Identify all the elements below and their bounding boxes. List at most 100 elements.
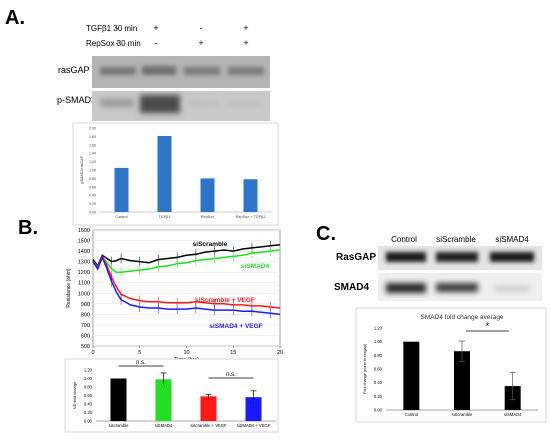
y-tick-label: 0.20 xyxy=(84,410,93,415)
x-tick-label: 10 xyxy=(183,350,189,356)
y-tick-label: 1.20 xyxy=(89,160,96,164)
treatment-1-sign: + xyxy=(243,23,248,33)
x-tick-label: 0 xyxy=(91,350,94,356)
y-axis-label: ND fold change xyxy=(72,381,77,409)
y-tick-label: 0.60 xyxy=(89,185,96,189)
y-tick-label: 1.20 xyxy=(374,326,383,331)
series-line xyxy=(92,244,281,268)
x-tick-label: siSMAD4 + VEGF xyxy=(237,423,271,428)
x-tick-label: TGFβ1 xyxy=(159,215,171,219)
y-tick-label: 0.40 xyxy=(89,194,96,198)
series-label: siScramble + VEGF xyxy=(195,297,255,304)
chart-b-line: 500 600 700 800 900 1000 1100 1200 1300 1400 1500 1… xyxy=(66,228,283,363)
blot-label-smad4: SMAD4 xyxy=(334,282,369,293)
x-tick-label: Control xyxy=(405,412,419,417)
blot-label-rasgap: rasGAP xyxy=(58,65,90,75)
panel-a-letter: A. xyxy=(5,7,25,29)
y-tick-label: 0.00 xyxy=(89,211,96,215)
y-tick-label: 1.20 xyxy=(84,368,93,373)
chart-c-bar: SMAD4 fold change average 0.00 0.20 0.40 0.6… xyxy=(355,307,547,423)
significance-label: n.s. xyxy=(136,360,146,366)
y-tick-label: 1.00 xyxy=(89,169,96,173)
y-tick-label: 0.60 xyxy=(84,393,93,398)
y-tick-label: 1300 xyxy=(78,260,90,266)
series-line xyxy=(92,255,281,316)
panel-b-letter: B. xyxy=(18,217,38,239)
bar xyxy=(110,378,127,421)
bar xyxy=(243,179,258,212)
treatment-1-sign: - xyxy=(200,23,203,33)
panel-b: B. 500 600 700 800 900 1000 1100 1200 1300 1400 15… xyxy=(18,217,283,433)
series-label: siSMAD4 + VEGF xyxy=(209,323,262,330)
treatment-1-sign: - xyxy=(116,23,119,33)
treatment-1-label: TGFβ1 30 min xyxy=(86,24,137,33)
bar xyxy=(245,397,262,421)
y-tick-label: 0.40 xyxy=(84,402,93,407)
lane-label-sismad4: siSMAD4 xyxy=(495,235,529,244)
x-tick-label: siscramble xyxy=(108,423,129,428)
y-tick-label: 500 xyxy=(81,344,90,350)
x-tick-label: 20 xyxy=(277,350,283,356)
bar xyxy=(157,135,172,212)
y-tick-label: 0.60 xyxy=(374,367,383,372)
y-tick-label: 900 xyxy=(81,302,90,308)
y-axis-label: pSMAD3/rasGAP xyxy=(80,155,84,184)
bar xyxy=(200,178,215,212)
x-tick-label: siscramble + VEGF xyxy=(190,423,227,428)
significance-label: * xyxy=(486,321,490,331)
y-tick-label: 0.80 xyxy=(374,353,383,358)
series-label: siSMAD4 xyxy=(241,263,270,270)
series-line xyxy=(92,249,281,273)
significance-label: n.s. xyxy=(226,372,236,378)
x-tick-label: Control xyxy=(115,215,127,219)
bar xyxy=(200,396,217,421)
y-tick-label: 1.00 xyxy=(84,376,93,381)
y-tick-label: 1400 xyxy=(78,249,90,255)
y-axis-label: Fold change (norm to rasgap) xyxy=(363,343,367,394)
chart-a: 0.00 0.20 0.40 0.60 0.80 1.00 1.20 1.40 1.60 1.80… xyxy=(72,122,279,226)
y-tick-label: 600 xyxy=(81,333,90,339)
y-tick-label: 1.00 xyxy=(374,339,383,344)
y-tick-label: 1200 xyxy=(78,270,90,276)
lane-label-control: Control xyxy=(391,235,417,244)
series-label: siScramble xyxy=(193,241,228,248)
y-tick-label: 2.00 xyxy=(89,127,96,131)
x-tick-label: siSMAD4 xyxy=(504,412,522,417)
y-tick-label: 0.20 xyxy=(374,394,383,399)
treatment-2-label: RepSox 30 min xyxy=(86,39,141,48)
treatment-2-sign: - xyxy=(116,38,119,48)
blot-label-rasgap-c: RasGAP xyxy=(336,252,376,263)
x-tick-label: RepSox + TGFβ1 xyxy=(236,215,266,219)
x-tick-label: 15 xyxy=(230,350,236,356)
chart-b-bar: 0.00 0.20 0.40 0.60 0.80 1.00 1.20 ND fold chan… xyxy=(64,358,279,433)
treatment-2-sign: + xyxy=(243,38,248,48)
y-tick-label: 0.00 xyxy=(84,419,93,424)
y-tick-label: 1.80 xyxy=(89,135,96,139)
y-tick-label: 1100 xyxy=(78,281,90,287)
treatment-2-sign: + xyxy=(198,38,203,48)
y-tick-label: 0.00 xyxy=(374,408,383,413)
treatment-2-sign: - xyxy=(155,38,158,48)
x-tick-label: 5 xyxy=(138,350,141,356)
bar xyxy=(114,167,129,212)
y-axis-label: Resistance (ohm) xyxy=(66,268,72,308)
y-tick-label: 0.40 xyxy=(374,380,383,385)
x-tick-label: RepSox xyxy=(201,215,215,219)
chart-title: SMAD4 fold change average xyxy=(420,314,503,321)
bar xyxy=(454,351,470,410)
x-tick-label: siSMAD4 xyxy=(155,423,173,428)
x-tick-label: siScramble xyxy=(452,412,473,417)
y-tick-label: 1600 xyxy=(78,228,90,234)
y-tick-label: 1000 xyxy=(78,291,90,297)
y-tick-label: 0.20 xyxy=(89,202,96,206)
panel-c-letter: C. xyxy=(316,223,336,245)
panel-a: A. TGFβ1 30 min - + - + RepSox 30 min - … xyxy=(5,7,279,226)
blot-label-psmad3: p-SMAD3 xyxy=(57,95,96,105)
y-tick-label: 0.80 xyxy=(89,177,96,181)
y-tick-label: 700 xyxy=(81,323,90,329)
lane-label-siscramble: siScramble xyxy=(436,235,476,244)
panel-c: C. Control siScramble siSMAD4 RasGAP SMA… xyxy=(316,223,547,423)
y-tick-label: 1500 xyxy=(78,239,90,245)
y-tick-label: 0.80 xyxy=(84,385,93,390)
